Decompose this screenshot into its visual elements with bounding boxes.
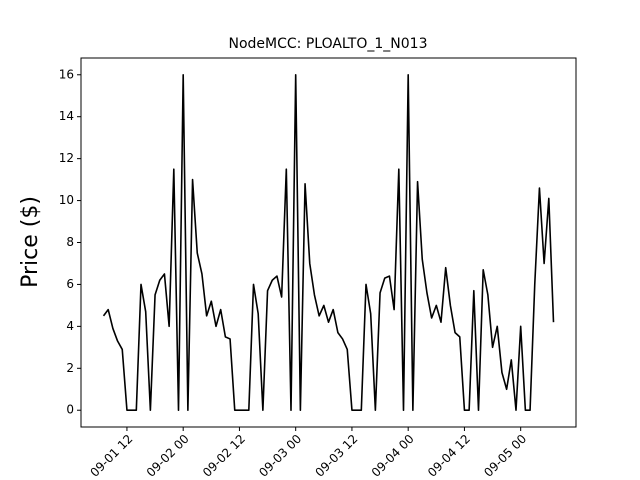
y-tick-label: 10 — [59, 193, 74, 207]
y-tick-label: 12 — [59, 151, 74, 165]
x-tick-label: 09-02 00 — [144, 432, 192, 480]
y-tick-label: 14 — [59, 109, 74, 123]
x-tick-label: 09-03 00 — [256, 432, 304, 480]
x-tick-label: 09-04 00 — [369, 432, 417, 480]
line-series — [102, 73, 555, 412]
x-tick-label: 09-04 12 — [425, 432, 473, 480]
y-tick-label: 8 — [66, 235, 74, 249]
chart-title: NodeMCC: PLOALTO_1_N013 — [229, 36, 428, 52]
y-tick-label: 2 — [66, 361, 74, 375]
x-tick-label: 09-02 12 — [200, 432, 248, 480]
x-tick-label: 09-05 00 — [481, 432, 529, 480]
y-tick-label: 6 — [66, 277, 74, 291]
y-tick-label: 16 — [59, 67, 74, 81]
y-tick-label: 4 — [66, 319, 74, 333]
x-tick-label: 09-01 12 — [87, 432, 135, 480]
y-axis-label: Price ($) — [18, 196, 43, 288]
y-tick-label: 0 — [66, 403, 74, 417]
x-tick-label: 09-03 12 — [312, 432, 360, 480]
